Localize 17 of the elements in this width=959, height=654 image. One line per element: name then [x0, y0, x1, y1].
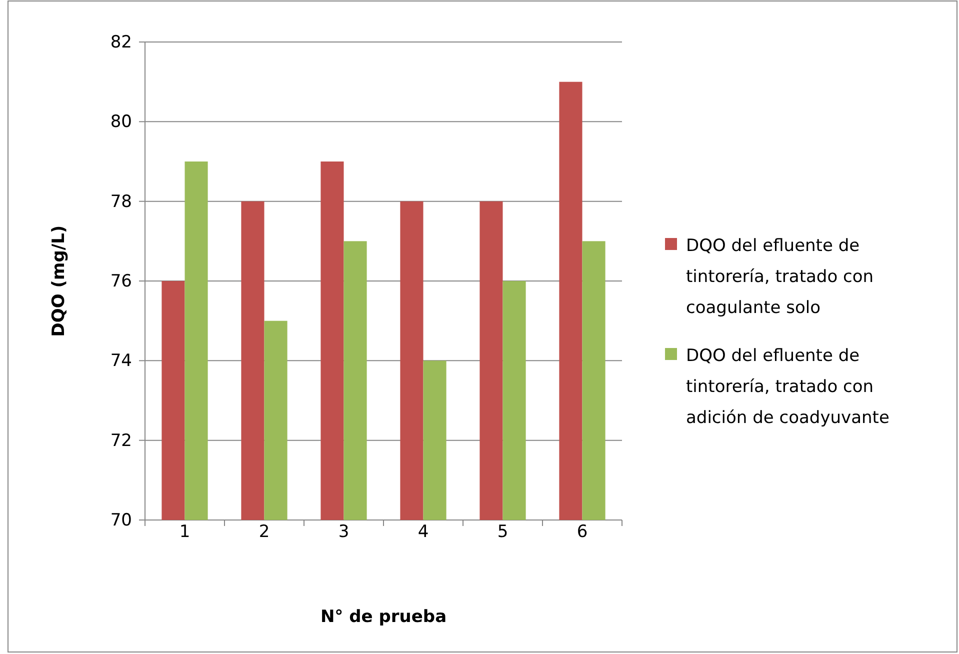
y-tick-label: 80: [110, 112, 132, 132]
x-axis-title: N° de prueba: [320, 607, 447, 627]
y-tick-label: 76: [110, 271, 132, 292]
x-tick-label: 4: [418, 522, 429, 542]
x-tick-label: 6: [576, 522, 588, 542]
legend-label: DQO del efluente de tintorería, tratado con coagulante solo: [686, 236, 874, 318]
y-tick-label: 72: [110, 430, 132, 451]
y-axis-title: DQO (mg/L): [49, 225, 69, 337]
x-tick-label: 2: [258, 522, 270, 542]
y-tick-label: 82: [110, 32, 132, 52]
x-tick-label: 3: [338, 522, 350, 542]
y-tick-label: 78: [110, 192, 132, 212]
y-tick-label: 70: [110, 510, 132, 530]
legend-label: DQO del efluente de tintorería, tratado con adición de coadyuvante: [686, 346, 890, 428]
y-tick-label: 74: [110, 351, 132, 372]
x-tick-label: 5: [497, 522, 508, 542]
x-tick-label: 1: [179, 522, 190, 542]
